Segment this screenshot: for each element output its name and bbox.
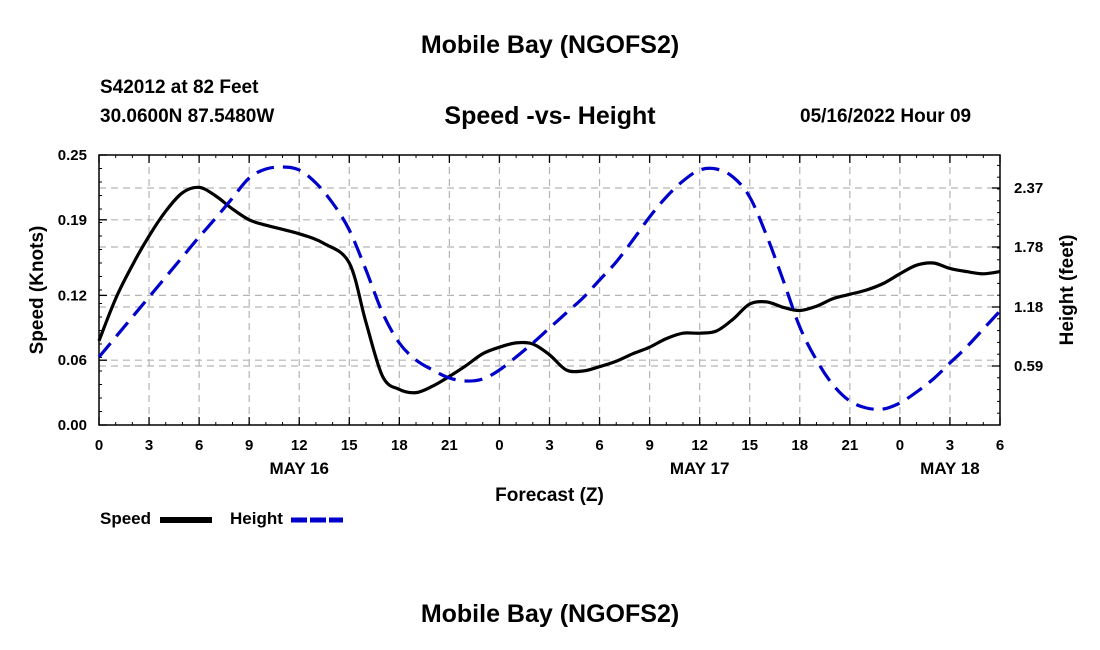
x-tick-label: 15 xyxy=(741,437,758,454)
station-label: S42012 at 82 Feet xyxy=(100,77,259,98)
x-tick-label: 18 xyxy=(391,437,408,454)
y-right-tick-label: 2.37 xyxy=(1014,180,1043,197)
footer-title: Mobile Bay (NGOFS2) xyxy=(420,600,680,628)
y-right-tick-label: 0.59 xyxy=(1014,358,1043,375)
y-right-axis-title: Height (feet) xyxy=(1057,235,1078,346)
y-right-tick-label: 1.18 xyxy=(1014,299,1043,316)
legend-speed-label: Speed xyxy=(100,509,152,528)
x-tick-label: 6 xyxy=(195,437,203,454)
y-left-tick-label: 0.12 xyxy=(58,287,87,304)
x-tick-label: 18 xyxy=(791,437,808,454)
speed-series-line xyxy=(97,185,1001,395)
x-tick-label: 6 xyxy=(996,437,1004,454)
y-left-tick-label: 0.25 xyxy=(58,147,87,164)
x-day-label: MAY 18 xyxy=(920,459,980,478)
x-tick-label: 0 xyxy=(896,437,904,454)
x-tick-label: 3 xyxy=(545,437,553,454)
legend-speed: Speed xyxy=(100,509,151,529)
x-day-label: MAY 17 xyxy=(670,459,730,478)
height-series-line xyxy=(97,165,1002,411)
x-tick-label: 0 xyxy=(95,437,103,454)
x-tick-label: 3 xyxy=(946,437,954,454)
y-left-tick-label: 0.06 xyxy=(58,352,87,369)
legend-height-label: Height xyxy=(230,509,283,528)
legend-height: Height xyxy=(230,509,283,529)
x-tick-label: 21 xyxy=(841,437,858,454)
x-tick-label: 21 xyxy=(441,437,458,454)
x-tick-label: 0 xyxy=(495,437,503,454)
y-right-tick-label: 1.78 xyxy=(1014,239,1043,256)
x-tick-label: 6 xyxy=(595,437,603,454)
x-tick-label: 9 xyxy=(245,437,253,454)
station-coordinates: 30.0600N 87.5480W xyxy=(100,106,275,127)
y-left-axis-title: Speed (Knots) xyxy=(27,226,48,355)
y-left-tick-label: 0.00 xyxy=(58,417,87,434)
x-day-label: MAY 16 xyxy=(269,459,329,478)
y-left-tick-label: 0.19 xyxy=(58,212,87,229)
x-tick-label: 3 xyxy=(145,437,153,454)
x-tick-label: 15 xyxy=(341,437,358,454)
x-tick-label: 9 xyxy=(645,437,653,454)
forecast-datetime: 05/16/2022 Hour 09 xyxy=(800,106,972,127)
chart-subtitle: Speed -vs- Height xyxy=(444,102,656,130)
x-tick-label: 12 xyxy=(291,437,308,454)
page-title: Mobile Bay (NGOFS2) xyxy=(420,31,680,59)
x-axis-title: Forecast (Z) xyxy=(495,485,604,506)
x-tick-label: 12 xyxy=(691,437,708,454)
